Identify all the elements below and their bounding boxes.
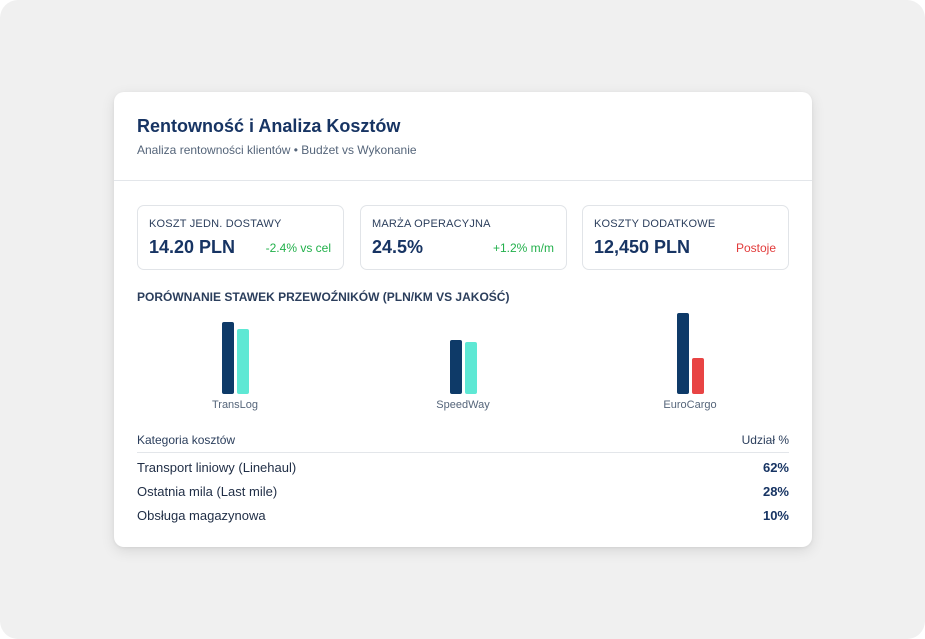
category-label: SpeedWay — [436, 399, 490, 411]
cost-table-row[interactable]: Ostatnia mila (Last mile) 28% — [137, 480, 789, 504]
cost-share: 62% — [762, 460, 789, 475]
cost-category: Obsługa magazynowa — [137, 508, 266, 523]
kpi-additional-costs[interactable]: KOSZTY DODATKOWE 12,450 PLN Postoje — [582, 205, 789, 270]
bar-eurocargo-series-2 — [691, 358, 704, 394]
kpi-delta: Postoje — [735, 241, 776, 255]
carrier-rate-chart: TransLog SpeedWay EuroCargo — [137, 300, 789, 418]
card-header: Rentowność i Analiza Kosztów Analiza ren… — [114, 92, 812, 181]
carrier-comparison-title: PORÓWNANIE STAWEK PRZEWOŹNIKÓW (PLN/KM V… — [137, 290, 510, 304]
cost-share: 10% — [762, 508, 789, 523]
kpi-unit-delivery-cost[interactable]: KOSZT JEDN. DOSTAWY 14.20 PLN -2.4% vs c… — [137, 205, 344, 270]
bar-translog-series-2 — [236, 329, 249, 394]
kpi-label: KOSZT JEDN. DOSTAWY — [149, 218, 282, 230]
kpi-operating-margin[interactable]: MARŻA OPERACYJNA 24.5% +1.2% m/m — [360, 205, 567, 270]
kpi-value: 12,450 PLN — [594, 237, 691, 257]
bar-translog-series-1 — [221, 322, 234, 394]
cost-category: Transport liniowy (Linehaul) — [137, 460, 297, 475]
profitability-card: Rentowność i Analiza Kosztów Analiza ren… — [114, 92, 812, 547]
bar-speedway-series-2 — [464, 341, 477, 394]
cost-table-header-share: Udział % — [741, 433, 789, 447]
cost-table-header-category: Kategoria kosztów — [137, 433, 236, 447]
bar-speedway-series-1 — [449, 340, 462, 394]
cost-share: 28% — [762, 484, 789, 499]
cost-table-row[interactable]: Transport liniowy (Linehaul) 62% — [137, 456, 789, 480]
card-title: Rentowność i Analiza Kosztów — [137, 116, 401, 136]
kpi-value: 14.20 PLN — [149, 237, 236, 257]
kpi-label: KOSZTY DODATKOWE — [594, 218, 716, 230]
kpi-delta: +1.2% m/m — [492, 241, 554, 255]
cost-category: Ostatnia mila (Last mile) — [137, 484, 278, 499]
kpi-value: 24.5% — [372, 237, 424, 257]
kpi-label: MARŻA OPERACYJNA — [372, 218, 491, 230]
category-label: EuroCargo — [663, 399, 717, 411]
category-label: TransLog — [211, 399, 259, 411]
cost-table-header: Kategoria kosztów Udział % — [137, 428, 789, 453]
kpi-delta: -2.4% vs cel — [265, 241, 331, 255]
bar-eurocargo-series-1 — [676, 313, 689, 394]
card-subtitle: Analiza rentowności klientów • Budżet vs… — [137, 143, 417, 157]
cost-table-row[interactable]: Obsługa magazynowa 10% — [137, 504, 789, 528]
